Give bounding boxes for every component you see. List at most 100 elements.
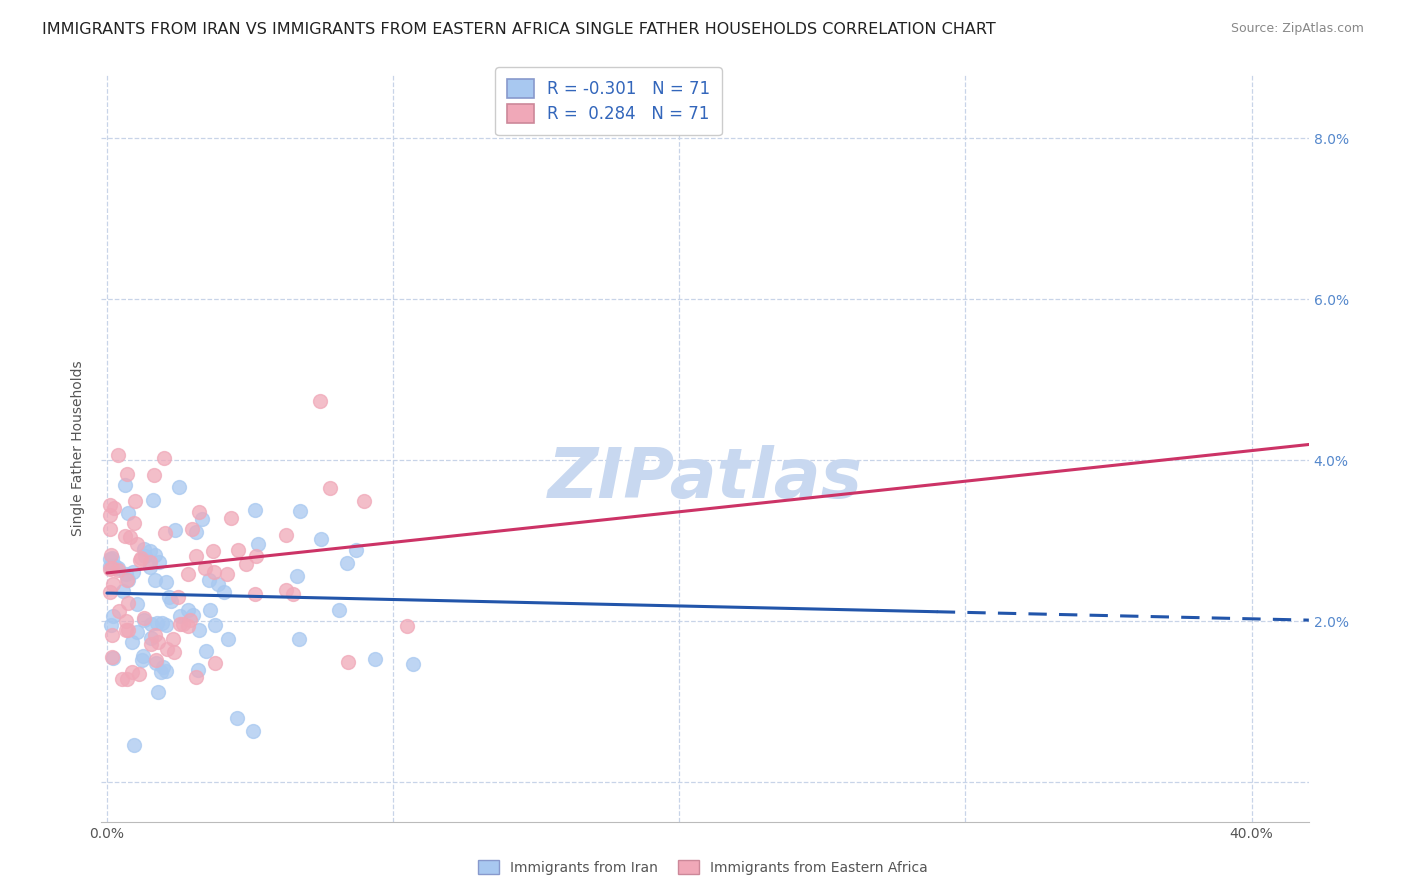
Point bbox=[100, 549, 122, 563]
Point bbox=[115, 623, 138, 637]
Point bbox=[139, 631, 162, 645]
Point bbox=[145, 653, 167, 667]
Point bbox=[157, 590, 180, 604]
Point bbox=[101, 560, 124, 574]
Point bbox=[172, 617, 194, 632]
Point bbox=[181, 607, 204, 622]
Point bbox=[181, 522, 204, 536]
Point bbox=[143, 628, 166, 642]
Point bbox=[162, 632, 184, 646]
Point bbox=[159, 594, 181, 608]
Point bbox=[125, 597, 148, 611]
Point bbox=[207, 577, 229, 591]
Point bbox=[156, 642, 179, 657]
Point bbox=[146, 684, 169, 698]
Point bbox=[276, 528, 298, 542]
Point bbox=[111, 672, 134, 686]
Point bbox=[98, 522, 121, 536]
Point bbox=[212, 585, 235, 599]
Point bbox=[134, 549, 156, 563]
Point bbox=[285, 569, 308, 583]
Point bbox=[288, 632, 311, 646]
Point bbox=[201, 544, 224, 558]
Point bbox=[101, 651, 124, 665]
Point bbox=[141, 617, 163, 632]
Point bbox=[169, 608, 191, 623]
Point bbox=[221, 511, 243, 525]
Text: IMMIGRANTS FROM IRAN VS IMMIGRANTS FROM EASTERN AFRICA SINGLE FATHER HOUSEHOLDS : IMMIGRANTS FROM IRAN VS IMMIGRANTS FROM … bbox=[42, 22, 995, 37]
Point bbox=[98, 585, 121, 599]
Point bbox=[152, 660, 174, 674]
Point bbox=[107, 560, 129, 574]
Point bbox=[121, 635, 143, 649]
Point bbox=[100, 649, 122, 664]
Point bbox=[167, 480, 190, 494]
Point bbox=[319, 482, 342, 496]
Point bbox=[215, 567, 238, 582]
Point bbox=[336, 556, 359, 570]
Point bbox=[353, 494, 375, 508]
Legend: Immigrants from Iran, Immigrants from Eastern Africa: Immigrants from Iran, Immigrants from Ea… bbox=[472, 855, 934, 880]
Point bbox=[155, 665, 177, 679]
Point bbox=[177, 618, 200, 632]
Point bbox=[122, 739, 145, 753]
Point bbox=[115, 467, 138, 482]
Point bbox=[150, 665, 173, 680]
Point bbox=[139, 637, 162, 651]
Point bbox=[114, 528, 136, 542]
Point bbox=[152, 616, 174, 631]
Point bbox=[98, 498, 121, 512]
Point bbox=[202, 566, 225, 580]
Point bbox=[101, 577, 124, 591]
Point bbox=[176, 603, 198, 617]
Point bbox=[132, 649, 155, 664]
Point bbox=[194, 561, 217, 575]
Point bbox=[129, 551, 152, 566]
Point bbox=[288, 504, 311, 518]
Point bbox=[131, 653, 153, 667]
Point bbox=[132, 613, 155, 627]
Point bbox=[337, 655, 360, 669]
Point bbox=[184, 670, 207, 684]
Point bbox=[138, 560, 160, 574]
Point bbox=[242, 724, 264, 739]
Point bbox=[145, 656, 167, 670]
Point bbox=[142, 467, 165, 482]
Point bbox=[245, 549, 267, 563]
Point bbox=[115, 672, 138, 686]
Point bbox=[364, 652, 387, 666]
Point bbox=[127, 537, 149, 551]
Point bbox=[103, 500, 125, 515]
Point bbox=[309, 394, 332, 409]
Point bbox=[117, 573, 139, 587]
Point bbox=[396, 619, 419, 633]
Point bbox=[188, 623, 211, 637]
Point bbox=[143, 548, 166, 562]
Point bbox=[134, 542, 156, 557]
Point bbox=[167, 590, 190, 604]
Y-axis label: Single Father Households: Single Father Households bbox=[72, 360, 86, 536]
Point bbox=[121, 665, 143, 679]
Point bbox=[134, 611, 156, 625]
Point bbox=[187, 505, 209, 519]
Point bbox=[139, 555, 162, 569]
Point bbox=[107, 604, 129, 618]
Point bbox=[197, 573, 219, 587]
Point bbox=[117, 596, 139, 610]
Point bbox=[124, 516, 146, 530]
Point bbox=[107, 448, 129, 462]
Point bbox=[169, 616, 191, 631]
Point bbox=[121, 566, 143, 580]
Point bbox=[243, 587, 266, 601]
Point bbox=[107, 562, 129, 576]
Point bbox=[104, 558, 127, 573]
Point bbox=[117, 623, 139, 637]
Point bbox=[217, 632, 239, 646]
Point bbox=[100, 618, 122, 632]
Point bbox=[98, 562, 121, 576]
Point bbox=[177, 567, 200, 582]
Point bbox=[153, 526, 176, 541]
Point bbox=[115, 566, 138, 581]
Point bbox=[129, 552, 152, 566]
Point bbox=[146, 615, 169, 630]
